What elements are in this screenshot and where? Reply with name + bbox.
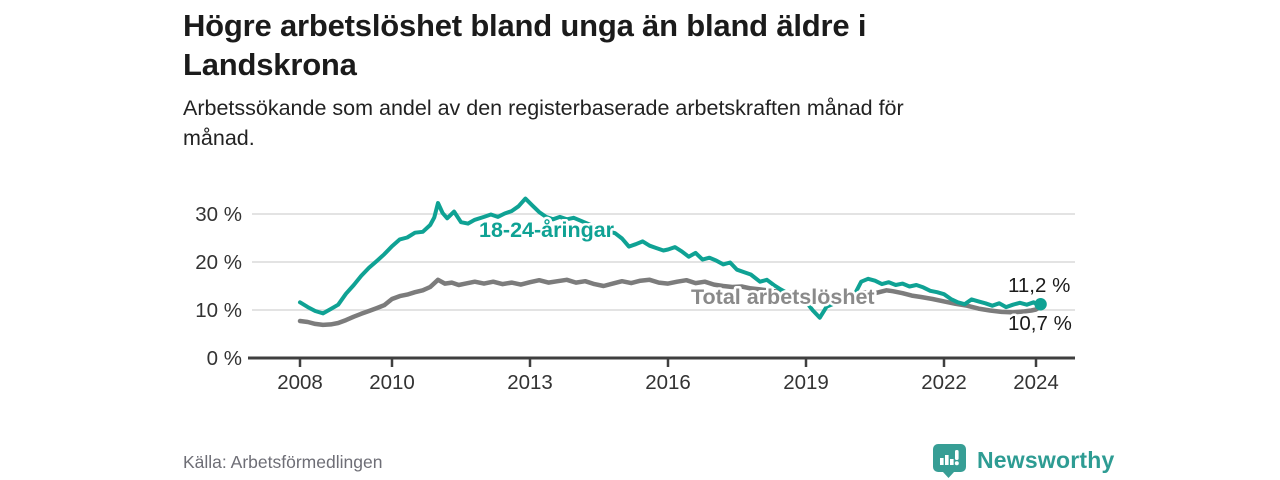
y-tick-label-10: 10 % [195, 299, 242, 322]
x-tick-label-2022: 2022 [921, 371, 967, 394]
chart-title: Högre arbetslöshet bland unga än bland ä… [183, 6, 1043, 84]
series-inline-label-total-arbetsl-shet: Total arbetslöshet [691, 285, 875, 309]
series-line-total-arbetsl-shet [297, 277, 1043, 328]
x-tick-label-2019: 2019 [783, 371, 829, 394]
series-line-18-24-ringar [298, 196, 1043, 320]
chart-title-line-1: Högre arbetslöshet bland unga än bland ä… [183, 8, 867, 43]
series-end-value-label-total-arbetsl-shet: 10,7 % [1008, 312, 1072, 335]
y-tick-label-20: 20 % [195, 251, 242, 274]
x-tick-label-2016: 2016 [645, 371, 691, 394]
x-tick-label-2013: 2013 [507, 371, 553, 394]
chart-subtitle: Arbetssökande som andel av den registerb… [183, 93, 1053, 153]
series-inline-label-18-24-ringar: 18-24-åringar [479, 218, 615, 242]
y-tick-label-30: 30 % [195, 203, 242, 226]
chart-subtitle-line-2: månad. [183, 126, 255, 150]
logo-bars-glyph [940, 450, 959, 466]
brand-name: Newsworthy [977, 447, 1115, 473]
source-note: Källa: Arbetsförmedlingen [183, 452, 383, 472]
x-tick-label-2008: 2008 [277, 371, 323, 394]
newsworthy-logo-icon [933, 444, 966, 478]
x-tick-label-2024: 2024 [1013, 371, 1059, 394]
x-tick-label-2010: 2010 [369, 371, 415, 394]
series-end-value-label-18-24-ringar: 11,2 % [1008, 274, 1070, 297]
logo-bubble-shape [933, 444, 966, 478]
brand-logo: Newsworthy [931, 442, 1114, 479]
series-end-dot-18-24-ringar [1034, 298, 1047, 311]
chart-title-line-2: Landskrona [183, 47, 357, 82]
y-tick-label-0: 0 % [207, 347, 242, 370]
chart-subtitle-line-1: Arbetssökande som andel av den registerb… [183, 96, 904, 120]
